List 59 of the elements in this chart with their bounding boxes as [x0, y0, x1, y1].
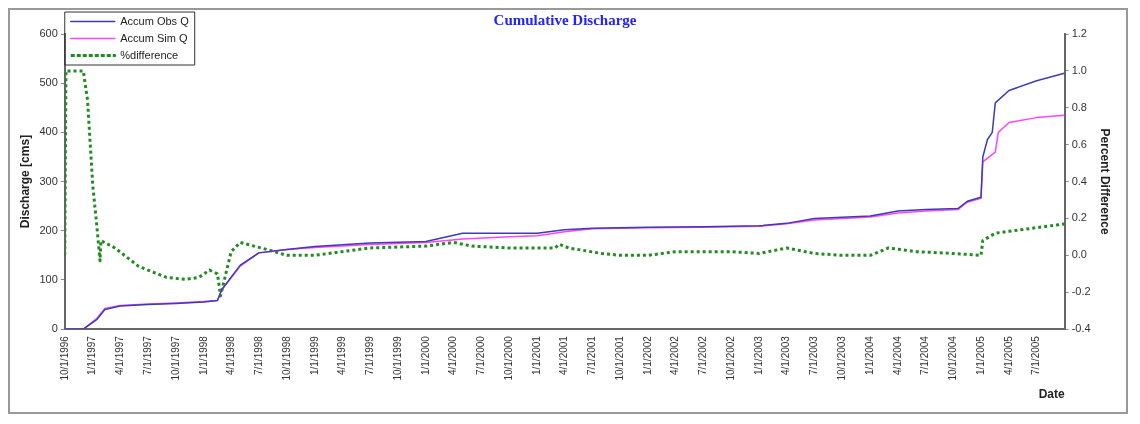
x-tick-label: 7/1/2004: [919, 335, 931, 376]
x-tick-label: 10/1/1999: [391, 335, 403, 381]
y2-axis-title: Percent Difference: [1098, 128, 1113, 235]
legend-label: Accum Sim Q: [120, 31, 188, 44]
x-tick-label: 7/1/2002: [697, 335, 709, 376]
y-axis-title: Discharge [cms]: [17, 134, 32, 229]
x-tick-label: 7/1/1998: [252, 335, 264, 376]
x-tick-label: 7/1/1999: [363, 335, 375, 376]
y-tick-label: 300: [39, 174, 58, 187]
x-tick-label: 7/1/2001: [585, 335, 597, 376]
x-tick-label: 1/1/1998: [197, 335, 209, 376]
x-tick-label: 4/1/1998: [224, 335, 236, 376]
x-tick-label: 4/1/1999: [335, 335, 347, 376]
y-tick-label: 0: [51, 322, 58, 335]
x-tick-label: 10/1/2000: [502, 335, 514, 381]
x-tick-label: 4/1/2005: [1002, 335, 1014, 376]
x-tick-label: 7/1/2000: [474, 335, 486, 376]
x-tick-label: 10/1/2001: [613, 335, 625, 381]
y-tick-label: 100: [39, 272, 58, 285]
x-tick-label: 4/1/2001: [558, 335, 570, 376]
x-tick-label: 4/1/2004: [891, 335, 903, 376]
y2-tick-label: 0.0: [1071, 248, 1087, 261]
y-tick-label: 500: [39, 76, 58, 89]
legend-label: %difference: [120, 48, 179, 61]
x-tick-label: 1/1/2000: [419, 335, 431, 376]
y2-tick-label: 0.4: [1071, 174, 1087, 187]
x-tick-label: 1/1/1999: [308, 335, 320, 376]
y2-tick-label: -0.2: [1071, 285, 1091, 298]
x-tick-label: 7/1/2003: [808, 335, 820, 376]
y2-tick-label: 0.2: [1071, 211, 1087, 224]
x-tick-label: 4/1/2000: [447, 335, 459, 376]
y-tick-label: 600: [39, 27, 58, 40]
x-tick-label: 1/1/1997: [86, 335, 98, 376]
x-tick-label: 1/1/2001: [530, 335, 542, 376]
legend-label: Accum Obs Q: [120, 14, 190, 27]
x-tick-label: 10/1/2002: [725, 335, 736, 381]
y2-tick-label: -0.4: [1071, 322, 1091, 335]
x-tick-label: 10/1/1996: [58, 335, 70, 381]
x-tick-label: 1/1/2004: [864, 335, 876, 376]
x-tick-label: 1/1/2002: [641, 335, 653, 376]
x-tick-label: 7/1/1997: [141, 335, 153, 376]
x-tick-label: 7/1/2005: [1030, 335, 1042, 376]
x-tick-label: 10/1/1998: [280, 335, 292, 381]
x-tick-label: 10/1/2004: [947, 335, 959, 381]
x-tick-label: 4/1/2003: [780, 335, 792, 376]
y2-tick-label: 0.8: [1071, 100, 1087, 113]
y-tick-label: 400: [39, 125, 58, 138]
x-tick-label: 4/1/1997: [113, 335, 125, 376]
x-tick-label: 4/1/2002: [669, 335, 681, 376]
y-tick-label: 200: [39, 223, 58, 236]
x-tick-label: 1/1/2003: [752, 335, 764, 376]
y2-tick-label: 0.6: [1071, 137, 1087, 150]
x-tick-label: 10/1/2003: [836, 335, 848, 381]
y2-tick-label: 1.2: [1071, 27, 1087, 40]
x-axis-title: Date: [1038, 387, 1065, 402]
x-tick-label: 1/1/2005: [975, 335, 987, 376]
x-tick-label: 10/1/1997: [169, 335, 181, 381]
chart-title: Cumulative Discharge: [493, 11, 637, 28]
y2-tick-label: 1.0: [1071, 63, 1087, 76]
